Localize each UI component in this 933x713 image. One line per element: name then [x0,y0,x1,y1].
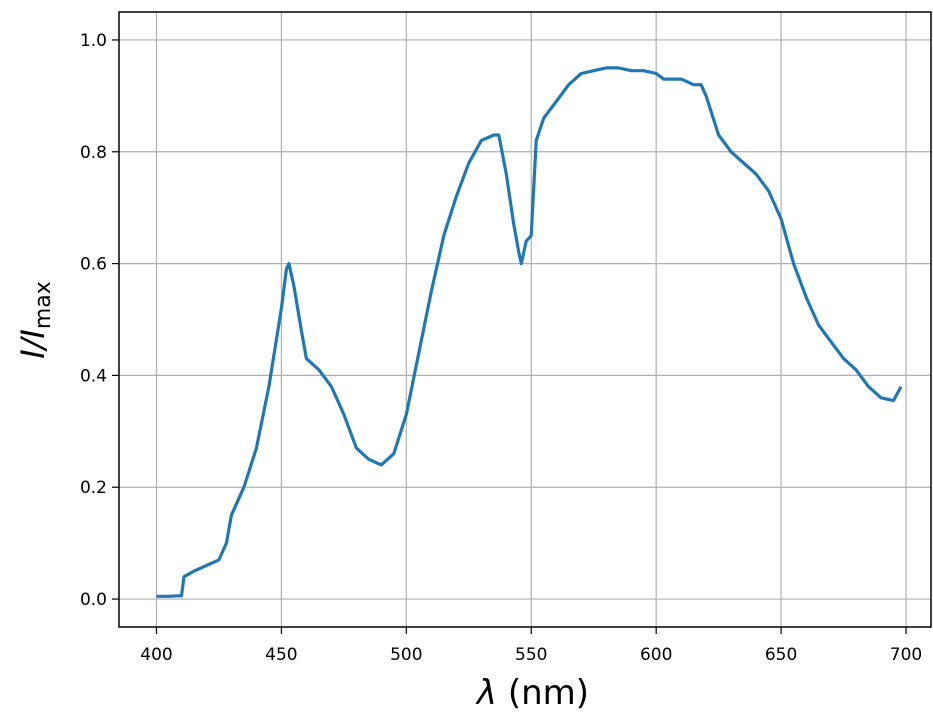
x-axis-label: λ (nm) [475,673,589,713]
x-tick-label: 400 [140,645,172,665]
y-axis-label: I/Imax [14,281,56,359]
y-tick-label: 0.6 [80,255,107,275]
y-tick-label: 0.2 [80,478,107,498]
x-tick-label: 500 [390,645,422,665]
spectrum-line [156,66,903,598]
x-axis-ticks: 400 450 500 550 600 650 700 [140,627,922,665]
series-layer [156,66,903,598]
grid [119,12,931,627]
x-tick-label: 700 [890,645,922,665]
x-tick-label: 650 [765,645,797,665]
x-tick-label: 600 [640,645,672,665]
x-tick-label: 550 [515,645,547,665]
y-tick-label: 0.8 [80,143,107,163]
plot-frame [118,11,932,628]
y-tick-label: 0.0 [80,590,107,610]
x-tick-label: 450 [265,645,297,665]
y-axis-ticks: 0.0 0.2 0.4 0.6 0.8 1.0 [80,31,119,610]
y-tick-label: 0.4 [80,366,107,386]
y-tick-label: 1.0 [80,31,107,51]
